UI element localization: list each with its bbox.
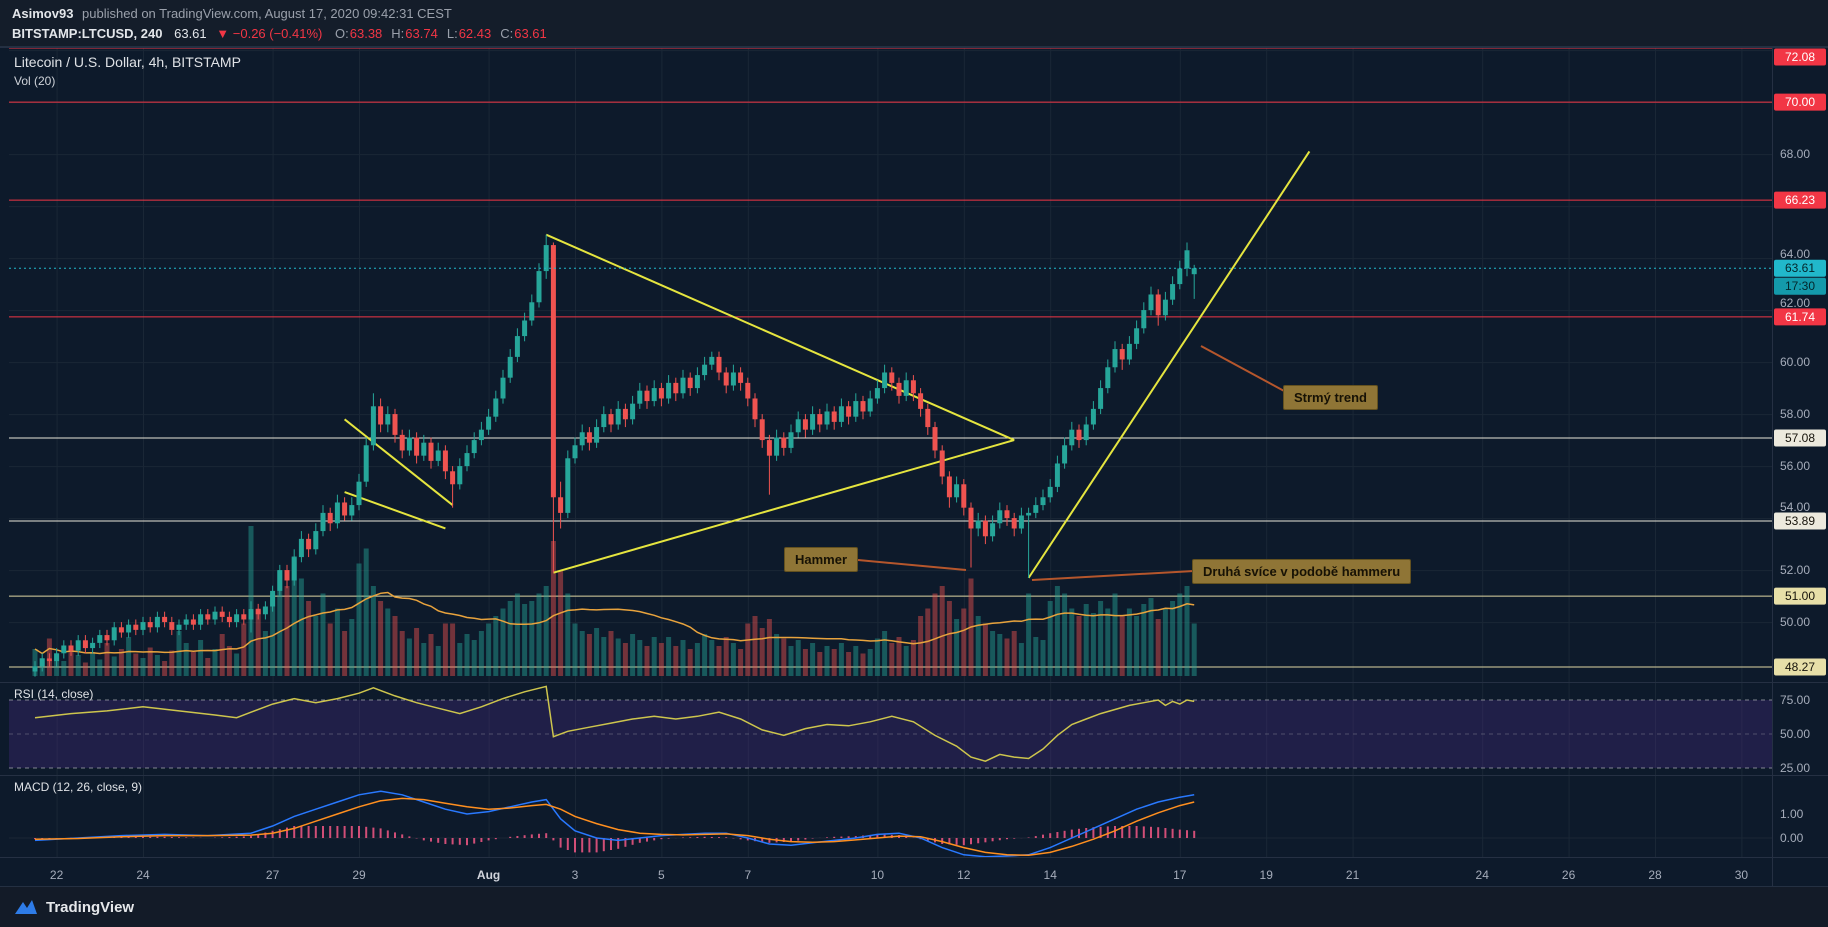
ohlc-value: 62.43	[458, 26, 492, 41]
svg-text:12: 12	[957, 868, 971, 882]
symbol-title[interactable]: BITSTAMP:LTCUSD, 240	[12, 26, 163, 41]
callout-3[interactable]: Druhá svíce v podobě hammeru	[1192, 559, 1412, 584]
callout-connector	[1200, 345, 1287, 393]
volume-ma-line	[34, 591, 1195, 655]
macd-indicator-label[interactable]: MACD (12, 26, close, 9)	[14, 780, 143, 794]
pennant-upper-trendline[interactable]	[343, 418, 454, 506]
svg-text:24: 24	[136, 868, 150, 882]
svg-text:70.00: 70.00	[1785, 95, 1815, 109]
svg-text:48.27: 48.27	[1785, 660, 1815, 674]
svg-text:10: 10	[871, 868, 885, 882]
rsi-band	[9, 700, 1772, 768]
ohlc-label: C:	[500, 26, 514, 41]
chart-legend[interactable]: Litecoin / U.S. Dollar, 4h, BITSTAMP Vol…	[14, 54, 241, 88]
svg-text:17:30: 17:30	[1785, 279, 1815, 293]
svg-text:75.00: 75.00	[1780, 693, 1810, 707]
ohlc-label: H:	[391, 26, 405, 41]
svg-text:1.00: 1.00	[1780, 807, 1804, 821]
svg-text:66.23: 66.23	[1785, 193, 1815, 207]
symbol-line: BITSTAMP:LTCUSD, 240 63.61 ▼ −0.26 (−0.4…	[12, 24, 1828, 44]
svg-text:61.74: 61.74	[1785, 310, 1815, 324]
svg-text:21: 21	[1346, 868, 1360, 882]
ohlc-value: 63.38	[349, 26, 383, 41]
ohlc-readout: O:63.38 H:63.74 L:62.43 C:63.61	[326, 26, 547, 41]
triangle-upper-trendline[interactable]	[545, 233, 1015, 441]
footer: TradingView	[0, 886, 1828, 927]
volume-indicator-label[interactable]: Vol (20)	[14, 74, 56, 88]
svg-text:17: 17	[1173, 868, 1187, 882]
svg-text:0.00: 0.00	[1780, 831, 1804, 845]
svg-text:27: 27	[266, 868, 280, 882]
macd-histogram	[34, 826, 1196, 853]
brand-name[interactable]: TradingView	[46, 898, 135, 916]
svg-text:Aug: Aug	[477, 868, 500, 882]
svg-text:26: 26	[1562, 868, 1576, 882]
svg-text:52.00: 52.00	[1780, 563, 1810, 577]
svg-text:7: 7	[744, 868, 751, 882]
steep-trendline[interactable]	[1027, 150, 1311, 579]
time-axis[interactable]: 22 24 27 29 Aug 3 5 7 10 12 14 17 19 21 24 26 28 30	[50, 868, 1748, 882]
price-change: ▼ −0.26 (−0.41%)	[216, 26, 323, 41]
svg-text:56.00: 56.00	[1780, 459, 1810, 473]
callout-2[interactable]: Hammer	[784, 547, 859, 572]
svg-text:5: 5	[658, 868, 665, 882]
triangle-lower-trendline[interactable]	[553, 439, 1015, 574]
last-price-value: 63.61	[174, 26, 207, 41]
callout-1[interactable]: Strmý trend	[1283, 385, 1378, 410]
chart-title[interactable]: Litecoin / U.S. Dollar, 4h, BITSTAMP	[14, 54, 241, 70]
vertical-gridlines	[56, 47, 1743, 857]
svg-text:62.00: 62.00	[1780, 296, 1810, 310]
publication-line: Asimov93 published on TradingView.com, A…	[12, 4, 1828, 24]
svg-text:63.61: 63.61	[1785, 261, 1815, 275]
published-text: published on TradingView.com, August 17,…	[82, 6, 452, 21]
svg-text:72.08: 72.08	[1785, 50, 1815, 64]
svg-text:14: 14	[1044, 868, 1058, 882]
svg-text:68.00: 68.00	[1780, 147, 1810, 161]
ohlc-value: 63.74	[405, 26, 438, 41]
horizontal-gridlines	[9, 50, 1772, 624]
svg-text:60.00: 60.00	[1780, 355, 1810, 369]
svg-text:30: 30	[1735, 868, 1749, 882]
svg-text:22: 22	[50, 868, 64, 882]
svg-text:54.00: 54.00	[1780, 500, 1810, 514]
publication-header: Asimov93 published on TradingView.com, A…	[0, 0, 1828, 47]
svg-text:3: 3	[572, 868, 579, 882]
macd-signal-line	[34, 797, 1195, 857]
ohlc-value: 63.61	[514, 26, 547, 41]
rsi-indicator-label[interactable]: RSI (14, close)	[14, 687, 94, 701]
svg-text:64.00: 64.00	[1780, 247, 1810, 261]
svg-text:50.00: 50.00	[1780, 727, 1810, 741]
price-axis[interactable]: 68.00 64.00 62.00 60.00 58.00 56.00 54.00 52.00…	[1774, 48, 1826, 846]
author-name[interactable]: Asimov93	[12, 6, 74, 21]
tradingview-logo[interactable]	[14, 899, 38, 915]
trendlines[interactable]	[343, 150, 1311, 579]
svg-text:19: 19	[1260, 868, 1274, 882]
svg-text:51.00: 51.00	[1785, 589, 1815, 603]
svg-text:58.00: 58.00	[1780, 407, 1810, 421]
candlestick-series	[32, 234, 1197, 677]
callout-connector	[1031, 570, 1195, 581]
svg-text:57.08: 57.08	[1785, 431, 1815, 445]
svg-text:53.89: 53.89	[1785, 514, 1815, 528]
ohlc-label: L:	[446, 26, 458, 41]
ohlc-label: O:	[335, 26, 349, 41]
callout-connector	[857, 559, 967, 571]
svg-text:25.00: 25.00	[1780, 761, 1810, 775]
svg-text:24: 24	[1476, 868, 1490, 882]
svg-text:28: 28	[1648, 868, 1662, 882]
svg-text:29: 29	[352, 868, 366, 882]
svg-text:50.00: 50.00	[1780, 615, 1810, 629]
rsi-line	[34, 685, 1195, 762]
